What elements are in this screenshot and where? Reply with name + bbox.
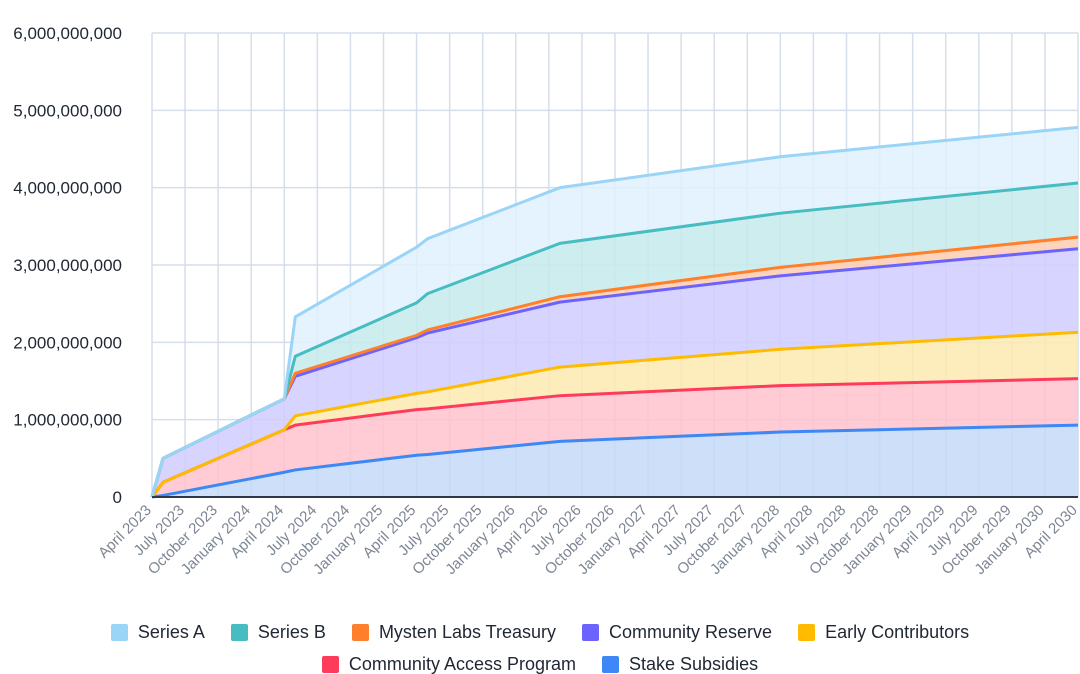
stacked-area-chart: 0 1,000,000,000 2,000,000,000 3,000,000,000… — [13, 24, 1080, 578]
area-series-a — [152, 127, 1078, 497]
area-community-reserve — [152, 248, 1078, 497]
legend-swatch — [351, 624, 369, 641]
legend-item[interactable]: Community Access Program — [321, 650, 576, 674]
legend-swatch — [321, 656, 339, 673]
legend-swatch — [230, 624, 248, 641]
legend-label: Early Contributors — [825, 622, 970, 642]
legend: Series A Series B Mysten Labs Treasury Comm… — [0, 618, 1080, 674]
line-early-contributors — [150, 330, 1079, 498]
legend-swatch — [602, 656, 619, 673]
legend-label: Stake Subsidies — [629, 654, 759, 674]
legend-item[interactable]: Mysten Labs Treasury — [351, 618, 557, 647]
line-series-a — [150, 125, 1079, 498]
legend-swatch — [582, 624, 600, 641]
area-early-contributors — [152, 332, 1078, 497]
legend-label: Series A — [137, 622, 205, 642]
area-stake-subsidies — [152, 425, 1078, 497]
y-tick-label: 6,000,000,000 — [13, 24, 122, 43]
y-tick-label: 1,000,000,000 — [13, 411, 122, 430]
legend-label: Community Access Program — [348, 654, 576, 674]
y-tick-label: 0 — [113, 488, 122, 507]
legend-swatch — [110, 624, 128, 641]
legend-label: Mysten Labs Treasury — [378, 622, 557, 642]
legend-item[interactable]: Series A — [110, 618, 205, 647]
legend-item[interactable]: Community Reserve — [582, 618, 772, 647]
area-series-b — [152, 183, 1078, 497]
legend-item[interactable]: Early Contributors — [798, 618, 969, 647]
y-tick-label: 5,000,000,000 — [13, 101, 122, 120]
legend-swatch — [798, 624, 816, 641]
y-tick-label: 2,000,000,000 — [13, 333, 122, 352]
y-tick-label: 3,000,000,000 — [13, 256, 122, 275]
y-tick-label: 4,000,000,000 — [13, 179, 122, 198]
legend-label: Community Reserve — [609, 622, 773, 642]
legend-item[interactable]: Stake Subsidies — [602, 650, 758, 674]
legend-item[interactable]: Series B — [230, 618, 326, 647]
legend-label: Series B — [257, 622, 326, 642]
line-stake-subsidies — [151, 423, 1079, 499]
